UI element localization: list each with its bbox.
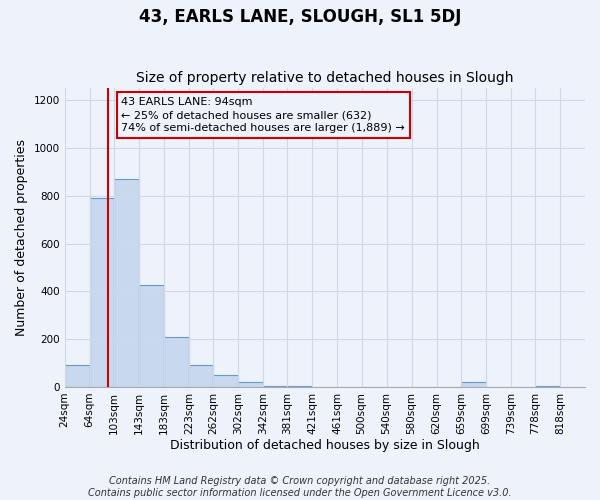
Bar [89, 198, 114, 387]
Y-axis label: Number of detached properties: Number of detached properties [15, 139, 28, 336]
Bar [287, 386, 313, 387]
Bar [213, 375, 238, 387]
Bar [139, 286, 164, 387]
Bar [263, 386, 287, 387]
Text: 43, EARLS LANE, SLOUGH, SL1 5DJ: 43, EARLS LANE, SLOUGH, SL1 5DJ [139, 8, 461, 26]
Text: Contains HM Land Registry data © Crown copyright and database right 2025.
Contai: Contains HM Land Registry data © Crown c… [88, 476, 512, 498]
Bar [189, 366, 213, 387]
Bar [535, 386, 560, 387]
Bar [114, 179, 139, 387]
Bar [164, 337, 189, 387]
Bar [238, 382, 263, 387]
Text: 43 EARLS LANE: 94sqm
← 25% of detached houses are smaller (632)
74% of semi-deta: 43 EARLS LANE: 94sqm ← 25% of detached h… [121, 97, 405, 133]
Bar [65, 366, 89, 387]
Title: Size of property relative to detached houses in Slough: Size of property relative to detached ho… [136, 70, 514, 85]
X-axis label: Distribution of detached houses by size in Slough: Distribution of detached houses by size … [170, 440, 480, 452]
Bar [461, 382, 486, 387]
